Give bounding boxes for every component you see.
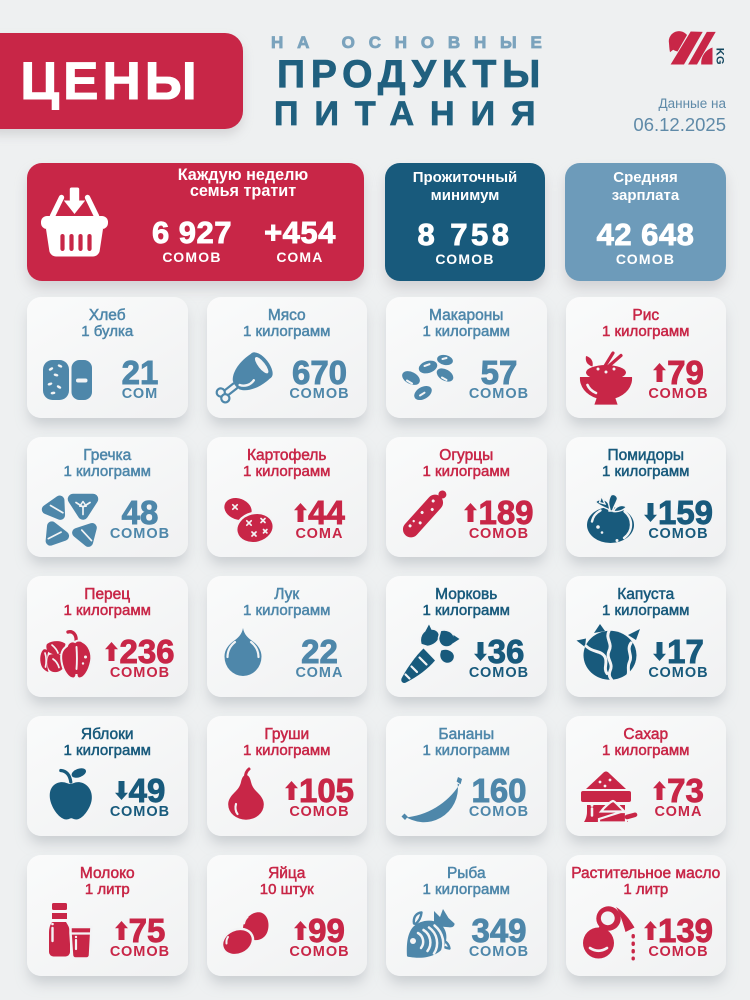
svg-text:KG: KG — [713, 48, 725, 65]
